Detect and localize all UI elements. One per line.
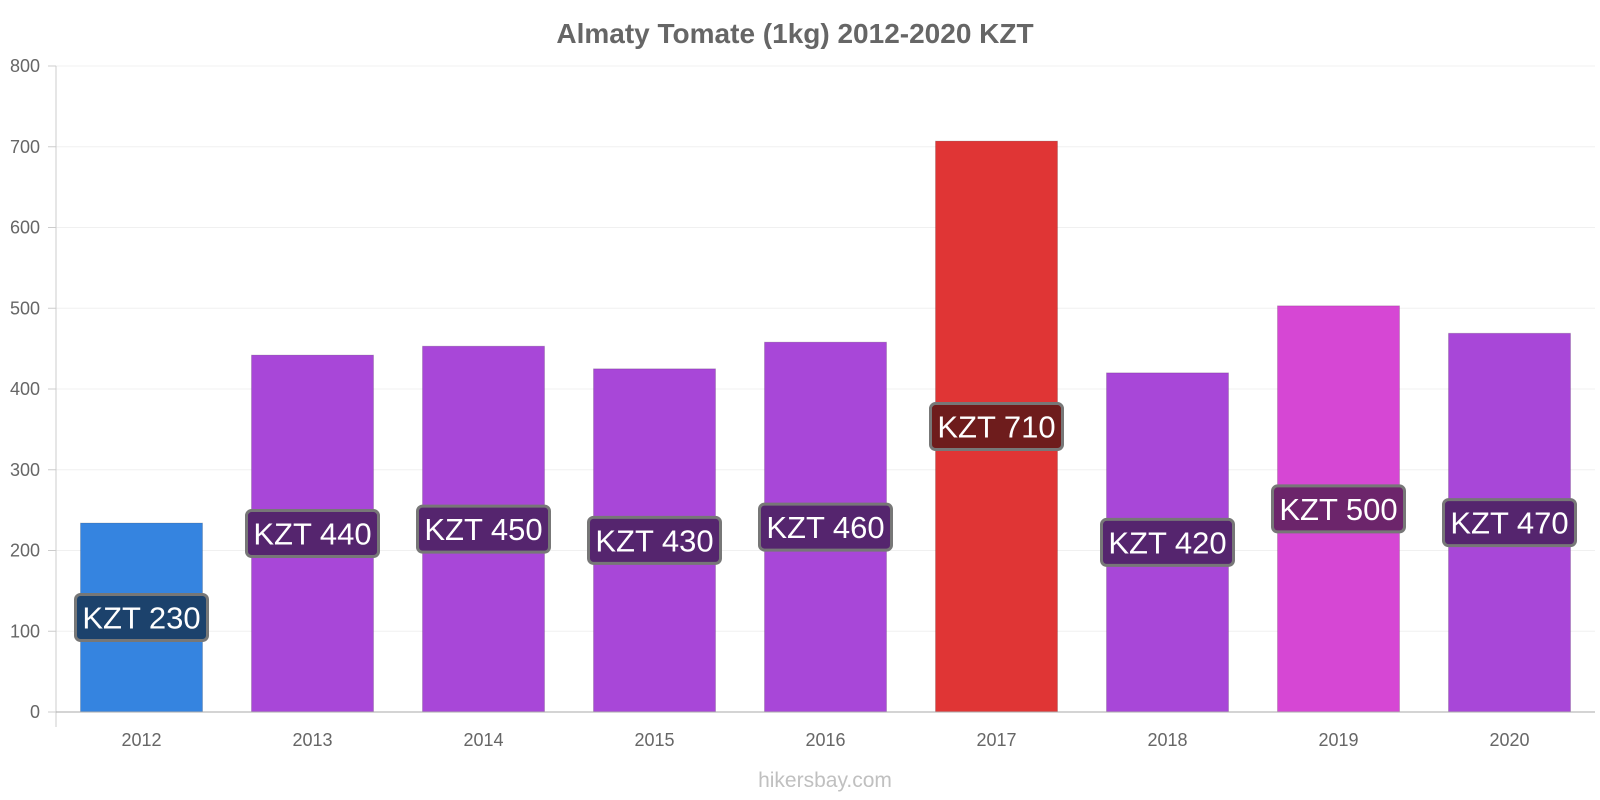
data-label-box	[929, 402, 1064, 452]
data-label-2012: KZT 230	[74, 593, 209, 643]
data-label-text: KZT 500	[1279, 492, 1397, 527]
x-tick-label: 2014	[463, 730, 503, 750]
data-label-box	[1271, 484, 1406, 534]
x-tick-label: 2016	[805, 730, 845, 750]
data-label-text: KZT 710	[937, 410, 1055, 445]
x-tick-label: 2018	[1147, 730, 1187, 750]
data-label-text: KZT 460	[766, 510, 884, 545]
axes	[48, 66, 1595, 727]
data-label-box	[1100, 517, 1235, 567]
data-label-2020: KZT 470	[1442, 498, 1577, 548]
x-tick-label: 2017	[976, 730, 1016, 750]
x-tick-label: 2013	[292, 730, 332, 750]
data-label-2019: KZT 500	[1271, 484, 1406, 534]
chart-title: Almaty Tomate (1kg) 2012-2020 KZT	[556, 18, 1033, 49]
y-tick-label: 400	[10, 379, 40, 399]
data-label-2014: KZT 450	[416, 504, 551, 554]
y-tick-label: 100	[10, 621, 40, 641]
data-label-2016: KZT 460	[758, 502, 893, 552]
data-label-box	[74, 593, 209, 643]
y-tick-label: 200	[10, 541, 40, 561]
data-label-box	[416, 504, 551, 554]
data-label-text: KZT 450	[424, 512, 542, 547]
data-labels: KZT 230 KZT 440 KZT 450 KZT 430 KZT 460 KZT 7…	[74, 402, 1577, 643]
data-label-text: KZT 470	[1450, 506, 1568, 541]
data-label-box	[587, 515, 722, 565]
data-label-text: KZT 440	[253, 517, 371, 552]
data-label-box	[758, 502, 893, 552]
bars	[80, 140, 1571, 713]
x-tick-label: 2020	[1489, 730, 1529, 750]
y-tick-label: 0	[30, 702, 40, 722]
y-tick-label: 700	[10, 137, 40, 157]
x-tick-label: 2015	[634, 730, 674, 750]
data-label-box	[1442, 498, 1577, 548]
y-tick-label: 300	[10, 460, 40, 480]
credit-text: hikersbay.com	[758, 769, 892, 792]
data-label-2017: KZT 710	[929, 402, 1064, 452]
y-tick-labels: 0 100 200 300 400 500 600 700 800	[10, 56, 56, 722]
data-label-2013: KZT 440	[245, 509, 380, 559]
data-label-text: KZT 420	[1108, 525, 1226, 560]
x-tick-label: 2012	[121, 730, 161, 750]
y-tick-label: 800	[10, 56, 40, 76]
x-tick-labels: 2012 2013 2014 2015 2016 2017 2018 2019 2020	[121, 730, 1529, 750]
data-label-box	[245, 509, 380, 559]
data-label-2018: KZT 420	[1100, 517, 1235, 567]
y-tick-label: 500	[10, 298, 40, 318]
data-label-2015: KZT 430	[587, 515, 722, 565]
data-label-text: KZT 430	[595, 523, 713, 558]
data-label-text: KZT 230	[82, 601, 200, 636]
y-tick-label: 600	[10, 218, 40, 238]
x-tick-label: 2019	[1318, 730, 1358, 750]
